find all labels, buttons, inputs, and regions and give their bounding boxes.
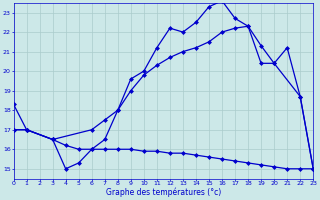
X-axis label: Graphe des températures (°c): Graphe des températures (°c) [106, 188, 221, 197]
